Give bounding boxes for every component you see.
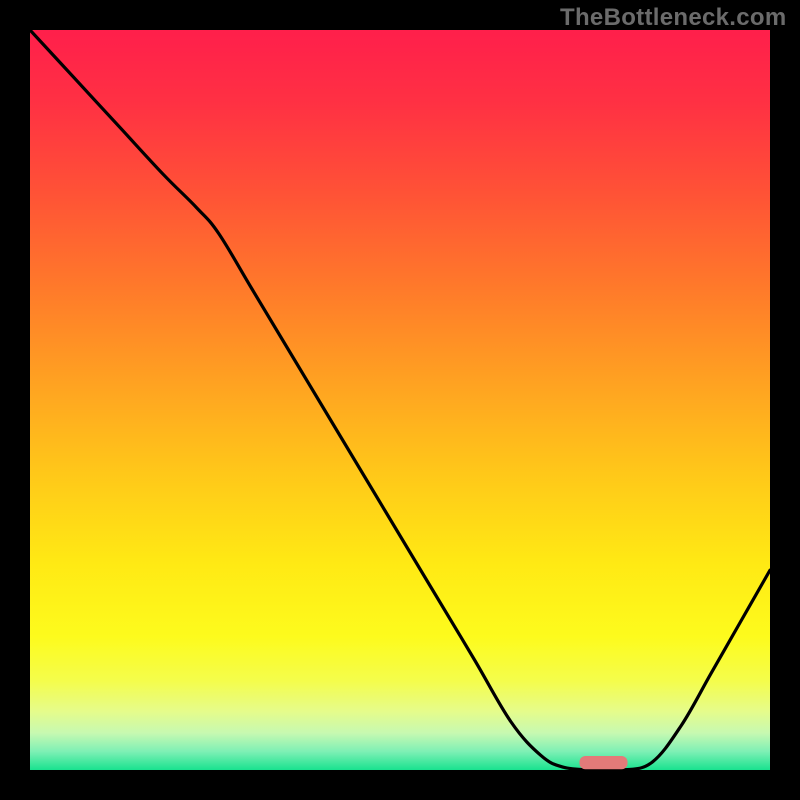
gradient-background	[30, 30, 770, 770]
chart-frame	[30, 30, 770, 770]
chart-svg	[30, 30, 770, 770]
optimal-marker	[579, 756, 627, 769]
watermark-text: TheBottleneck.com	[560, 4, 786, 32]
